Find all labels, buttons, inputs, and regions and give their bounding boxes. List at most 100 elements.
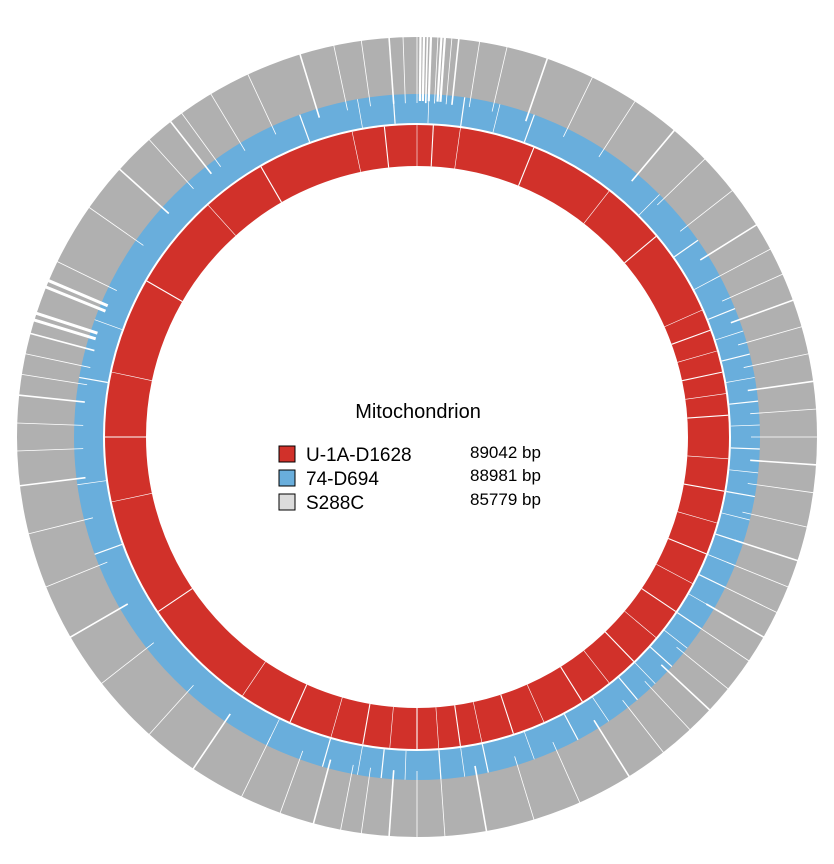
gap-line [56,260,117,291]
gap-line [694,275,721,290]
gap-line [27,517,94,535]
gap-line [454,127,461,169]
gap-line [708,554,736,566]
gap-line [362,703,371,745]
gap-line [330,697,343,737]
gap-line [16,448,84,452]
alignment-gap-lines [16,36,818,838]
gap-line [180,112,222,168]
gap-line [94,543,123,555]
legend: U-1A-D1628 89042 bp 74-D694 88981 bp S28… [278,443,541,514]
gap-line [392,94,396,124]
gap-line [664,630,688,649]
gap-line [656,158,706,206]
gap-line [668,538,707,555]
gap-line [492,104,501,133]
gap-line [730,299,795,324]
gap-line [35,311,98,335]
gap-line [33,318,97,341]
ring-74-d694 [74,94,760,780]
legend-swatch-blue [278,469,296,487]
ring-u-1a-d1628 [105,125,729,749]
gap-line [148,138,194,190]
gap-line [583,190,610,224]
gap-line [45,561,108,588]
gap-line [514,756,535,821]
gap-line [673,239,699,258]
gap-line [715,330,744,341]
gap-line [552,741,581,804]
gap-line [210,93,246,151]
gap-line [445,37,453,105]
gap-line [16,422,84,426]
gap-line [421,36,426,102]
gap-line [583,650,610,684]
legend-label: 74-D694 [306,469,379,490]
gap-line [44,285,107,313]
gap-line [427,36,433,102]
gap-line [158,588,193,612]
gap-line [524,731,535,760]
gap-line [563,76,594,137]
gap-line [726,561,789,588]
gap-line [721,512,750,521]
gap-line [593,719,631,778]
gap-line [707,307,736,320]
gap-line [439,36,447,102]
gap-line [266,719,280,746]
gap-line [649,646,673,667]
gap-line [721,273,784,302]
gap-line [260,166,282,203]
gap-line [677,350,717,363]
gap-line [699,223,758,261]
gap-line [94,319,123,330]
gap-line [47,278,109,308]
gap-line [664,309,703,328]
gap-line [737,326,803,346]
legend-swatch-gray [278,493,296,511]
legend-swatch-red [278,445,296,463]
gap-line [289,684,308,723]
gap-line [747,380,815,392]
gap-line [208,204,236,236]
gap-line [242,661,266,696]
gap-line [730,447,760,450]
gap-line [624,610,657,638]
gap-line [357,99,363,128]
gap-line [742,511,808,528]
legend-item-u-1a-d1628: U-1A-D1628 89042 bp [278,443,541,466]
gap-line [18,476,86,487]
gap-line [721,353,750,362]
legend-size: 88981 bp [470,466,541,485]
gap-line [563,713,579,741]
gap-line [389,706,394,748]
gap-line [404,750,407,780]
gap-line [77,480,107,486]
gap-line [743,353,810,368]
gap-line [624,236,657,264]
legend-size: 89042 bp [470,443,541,462]
gap-line [380,749,385,779]
gap-line [88,206,144,246]
gap-line [418,36,422,102]
gap-line [671,329,711,345]
gap-line [79,376,108,384]
gap-line [715,533,744,544]
gap-line [726,490,755,498]
gap-line [711,248,772,281]
gap-line [402,36,406,104]
gap-line [560,666,583,702]
gap-line [24,353,91,368]
gap-line [750,459,818,466]
gap-line [460,97,466,127]
gap-line [717,583,778,614]
gap-line [333,44,348,111]
gap-line [677,511,717,524]
gap-line [360,39,371,107]
gap-line [747,483,815,494]
gap-line [638,194,660,216]
gap-line [526,684,545,723]
genome-rings [17,37,817,837]
gap-line [468,40,481,108]
ring-s288c [17,37,817,837]
